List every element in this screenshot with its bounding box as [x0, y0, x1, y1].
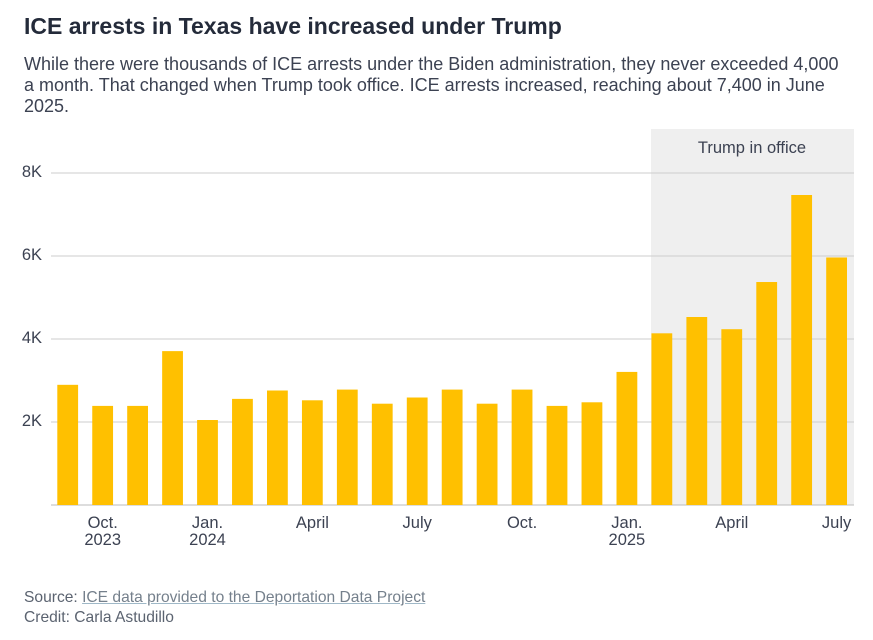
svg-text:4K: 4K — [22, 329, 42, 347]
svg-text:2025: 2025 — [609, 531, 646, 549]
svg-text:April: April — [715, 514, 748, 532]
svg-text:April: April — [296, 514, 329, 532]
svg-text:Jan.: Jan. — [611, 514, 642, 532]
svg-text:6K: 6K — [22, 246, 42, 264]
svg-text:Oct.: Oct. — [88, 514, 118, 532]
svg-text:July: July — [822, 514, 852, 532]
svg-text:Trump in office: Trump in office — [698, 139, 806, 157]
svg-text:July: July — [403, 514, 433, 532]
svg-text:8K: 8K — [22, 163, 42, 181]
svg-text:Oct.: Oct. — [507, 514, 537, 532]
svg-text:2023: 2023 — [84, 531, 121, 549]
svg-text:2024: 2024 — [189, 531, 226, 549]
svg-text:Jan.: Jan. — [192, 514, 223, 532]
svg-text:2K: 2K — [22, 412, 42, 430]
